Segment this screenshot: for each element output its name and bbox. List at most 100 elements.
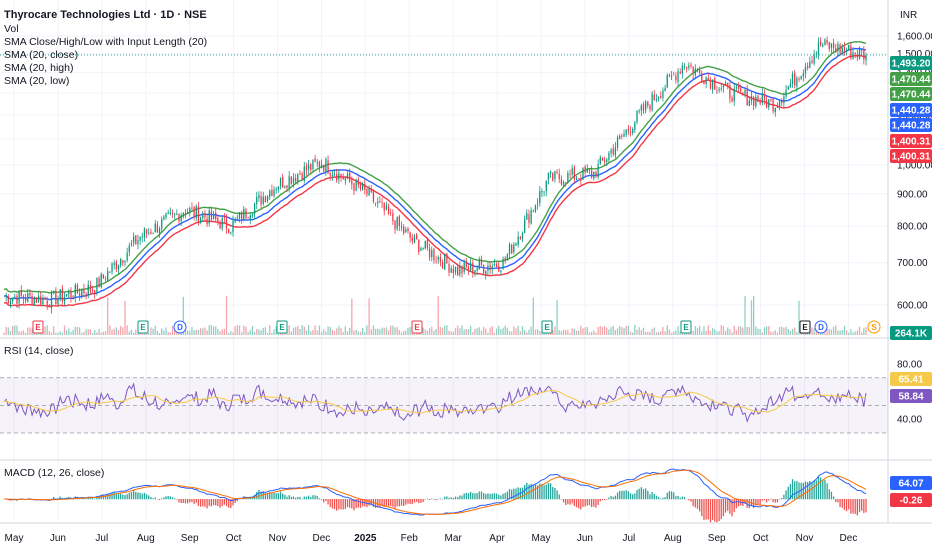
macd-histogram-bar: [856, 499, 859, 516]
macd-histogram-bar: [266, 492, 269, 500]
candle-body: [295, 178, 297, 182]
earnings-event-icon: [680, 320, 692, 334]
legend-sma-close: SMA (20, close): [4, 49, 79, 61]
macd-histogram-bar: [666, 492, 668, 500]
volume-bar: [714, 329, 716, 335]
event-label: E: [279, 323, 285, 332]
volume-bar: [521, 325, 524, 335]
volume-bar: [152, 328, 154, 335]
candle-body: [351, 180, 353, 185]
volume-bar: [94, 329, 96, 335]
candle-body: [55, 290, 57, 305]
candle-body: [245, 209, 247, 218]
macd-histogram-bar: [336, 499, 338, 511]
candle-body: [670, 75, 673, 77]
volume-bar: [709, 330, 712, 335]
volume-bar: [368, 298, 370, 335]
candle-body: [601, 157, 604, 161]
candle-body: [368, 188, 370, 196]
volume-bar: [238, 325, 241, 335]
candle-body: [262, 196, 264, 204]
macd-histogram-bar: [705, 499, 707, 520]
candle-body: [746, 89, 748, 106]
volume-bar: [9, 331, 12, 335]
volume-bar: [132, 332, 135, 335]
macd-histogram-bar: [279, 491, 282, 500]
candle-body: [724, 82, 727, 85]
candle-body: [677, 71, 679, 82]
volume-bar: [269, 325, 271, 335]
volume-bar: [781, 326, 783, 335]
legend-sma-low: SMA (20, low): [4, 75, 70, 87]
macd-histogram-bar: [744, 499, 746, 504]
candle-body: [277, 187, 280, 190]
price-tag: [890, 56, 932, 70]
macd-histogram-bar: [271, 493, 273, 500]
candle-body: [163, 216, 165, 220]
volume-bar: [532, 297, 534, 335]
candle-body: [632, 129, 634, 133]
macd-histogram-bar: [331, 499, 334, 509]
macd-histogram-bar: [282, 493, 284, 500]
candle-body: [299, 173, 301, 175]
time-tick-label: Mar: [445, 533, 463, 544]
candle-body: [70, 291, 72, 298]
macd-histogram-bar: [292, 496, 295, 500]
macd-histogram-bar: [549, 483, 552, 500]
macd-histogram-bar: [467, 493, 470, 500]
macd-histogram-bar: [104, 495, 107, 500]
volume-bar: [798, 300, 800, 335]
macd-histogram-bar: [174, 498, 176, 500]
macd-histogram-bar: [178, 499, 180, 503]
candle-body: [400, 226, 403, 228]
volume-bar: [240, 332, 243, 335]
macd-histogram-bar: [783, 494, 785, 500]
macd-histogram-bar: [96, 496, 98, 500]
volume-bar: [364, 332, 366, 335]
macd-histogram-bar: [262, 491, 264, 500]
candle-body: [517, 236, 519, 245]
candle-body: [111, 263, 113, 272]
volume-bar: [320, 331, 323, 335]
candle-body: [230, 231, 232, 233]
macd-histogram-bar: [796, 481, 798, 500]
macd-histogram-bar: [590, 499, 593, 508]
volume-bar: [720, 325, 722, 335]
macd-histogram-bar: [681, 496, 684, 500]
macd-histogram-bar: [115, 493, 117, 500]
rsi-tick-label: 40.00: [897, 415, 922, 426]
candle-body: [109, 272, 111, 273]
macd-histogram-bar: [794, 481, 796, 500]
candle-body: [258, 194, 260, 199]
candle-body: [722, 85, 725, 88]
candle-body: [182, 213, 184, 216]
volume-bar: [297, 325, 299, 335]
candle-body: [83, 289, 85, 294]
candle-body: [532, 210, 534, 212]
event-label: E: [35, 323, 41, 332]
volume-bar: [478, 327, 480, 335]
candle-body: [785, 89, 787, 97]
volume-bar: [400, 332, 403, 335]
volume-bar: [301, 325, 303, 335]
volume-bar: [193, 330, 195, 335]
macd-histogram-bar: [169, 496, 171, 500]
macd-histogram-bar: [433, 499, 435, 500]
volume-bar: [210, 325, 213, 335]
volume-bar: [18, 331, 20, 335]
volume-bar: [861, 332, 863, 335]
volume-bar: [701, 331, 703, 335]
volume-bar: [759, 328, 761, 335]
macd-histogram-bar: [675, 496, 677, 500]
macd-histogram-bar: [297, 496, 299, 500]
volume-bar: [526, 332, 528, 335]
volume-bar: [37, 332, 40, 335]
volume-bar: [666, 325, 668, 335]
candle-body: [770, 98, 772, 100]
volume-bar: [312, 329, 314, 335]
macd-histogram-bar: [683, 496, 686, 500]
candle-body: [783, 96, 785, 104]
macd-histogram-bar: [163, 497, 165, 500]
macd-histogram-bar: [746, 499, 748, 508]
